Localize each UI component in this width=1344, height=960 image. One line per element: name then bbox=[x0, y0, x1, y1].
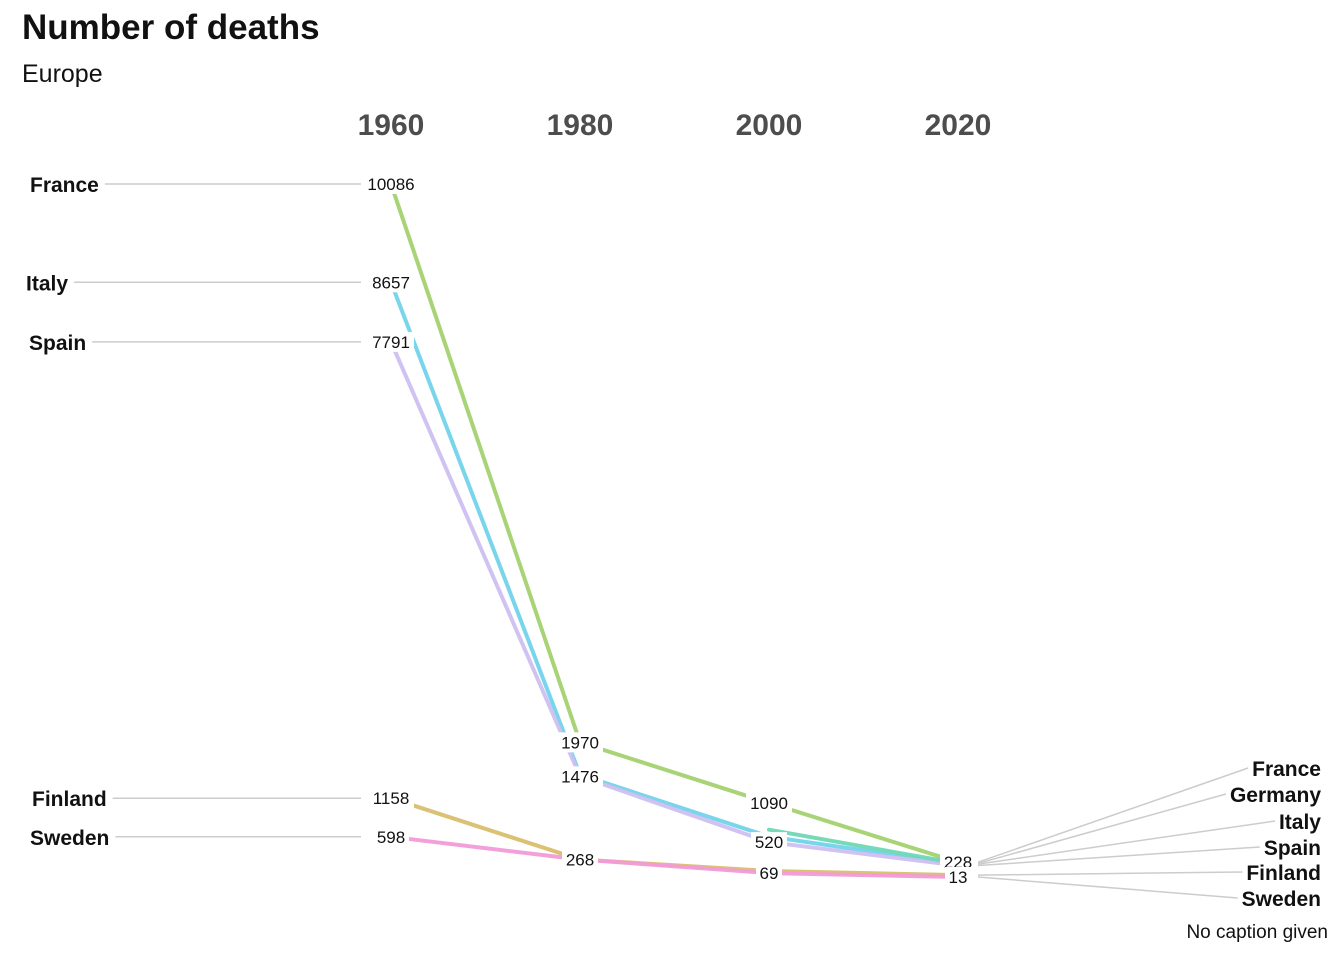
value-label-1960-spain: 7791 bbox=[372, 333, 410, 352]
right-connector-finland bbox=[977, 871, 1243, 876]
left-label-spain: Spain bbox=[29, 332, 86, 355]
value-label-bg bbox=[562, 849, 598, 870]
value-label-2000-spain: 520 bbox=[755, 833, 783, 852]
value-label-2020-sweden: 13 bbox=[949, 868, 968, 887]
value-label-1980-sweden: 268 bbox=[566, 850, 594, 869]
right-connector-spain bbox=[977, 846, 1260, 867]
left-label-france: France bbox=[30, 174, 99, 197]
series-line-italy bbox=[389, 280, 960, 867]
value-label-bg bbox=[746, 792, 792, 813]
right-label-germany: Germany bbox=[1230, 784, 1321, 807]
value-label-1980-spain: 1476 bbox=[561, 767, 599, 786]
right-connector-germany bbox=[977, 793, 1227, 865]
left-label-finland: Finland bbox=[32, 788, 107, 811]
right-label-finland: Finland bbox=[1246, 862, 1321, 885]
value-labels: 10086 8657 7791 1158 598 1970 1476 268 1090 520 69… bbox=[363, 174, 976, 887]
country-labels: FranceItalySpainFinlandSwedenFranceGerma… bbox=[26, 174, 1321, 911]
value-label-1960-sweden: 598 bbox=[377, 828, 405, 847]
value-label-bg bbox=[373, 826, 409, 847]
value-label-bg bbox=[557, 766, 603, 787]
value-label-1980-france: 1970 bbox=[561, 733, 599, 752]
year-header-2000: 2000 bbox=[736, 109, 803, 142]
year-header-1980: 1980 bbox=[547, 109, 614, 142]
value-label-1960-finland: 1158 bbox=[373, 789, 410, 808]
chart-title: Number of deaths bbox=[22, 8, 320, 47]
value-label-1960-italy: 8657 bbox=[372, 273, 410, 292]
left-label-italy: Italy bbox=[26, 272, 68, 295]
series-lines bbox=[389, 182, 960, 879]
label-connectors bbox=[74, 183, 1276, 899]
right-label-spain: Spain bbox=[1264, 837, 1321, 860]
right-connector-france bbox=[977, 767, 1249, 863]
value-label-bg bbox=[756, 863, 782, 884]
series-line-france bbox=[389, 182, 960, 865]
right-label-sweden: Sweden bbox=[1242, 888, 1321, 911]
right-label-france: France bbox=[1252, 758, 1321, 781]
year-header-1960: 1960 bbox=[358, 109, 425, 142]
value-label-bg bbox=[557, 732, 603, 753]
value-label-1960-france: 10086 bbox=[367, 175, 414, 194]
value-label-bg bbox=[368, 788, 414, 809]
series-line-germany bbox=[767, 827, 960, 866]
value-label-bg bbox=[368, 331, 414, 352]
chart-subtitle: Europe bbox=[22, 60, 103, 88]
value-label-2000-france: 1090 bbox=[750, 794, 788, 813]
left-label-sweden: Sweden bbox=[30, 827, 109, 850]
right-label-italy: Italy bbox=[1279, 811, 1321, 834]
series-line-sweden bbox=[389, 834, 960, 879]
value-label-bg bbox=[751, 832, 787, 853]
right-connector-italy bbox=[977, 820, 1276, 865]
value-label-bg bbox=[363, 174, 419, 194]
value-label-bg bbox=[368, 272, 414, 293]
year-header-2020: 2020 bbox=[925, 109, 992, 142]
value-label-bg bbox=[945, 867, 971, 887]
right-connector-sweden bbox=[977, 876, 1238, 899]
series-line-spain bbox=[389, 339, 960, 868]
chart-caption: No caption given bbox=[1186, 922, 1328, 943]
value-label-2000-sweden: 69 bbox=[760, 864, 779, 883]
year-headers: 1960 1980 2000 2020 bbox=[358, 109, 992, 142]
